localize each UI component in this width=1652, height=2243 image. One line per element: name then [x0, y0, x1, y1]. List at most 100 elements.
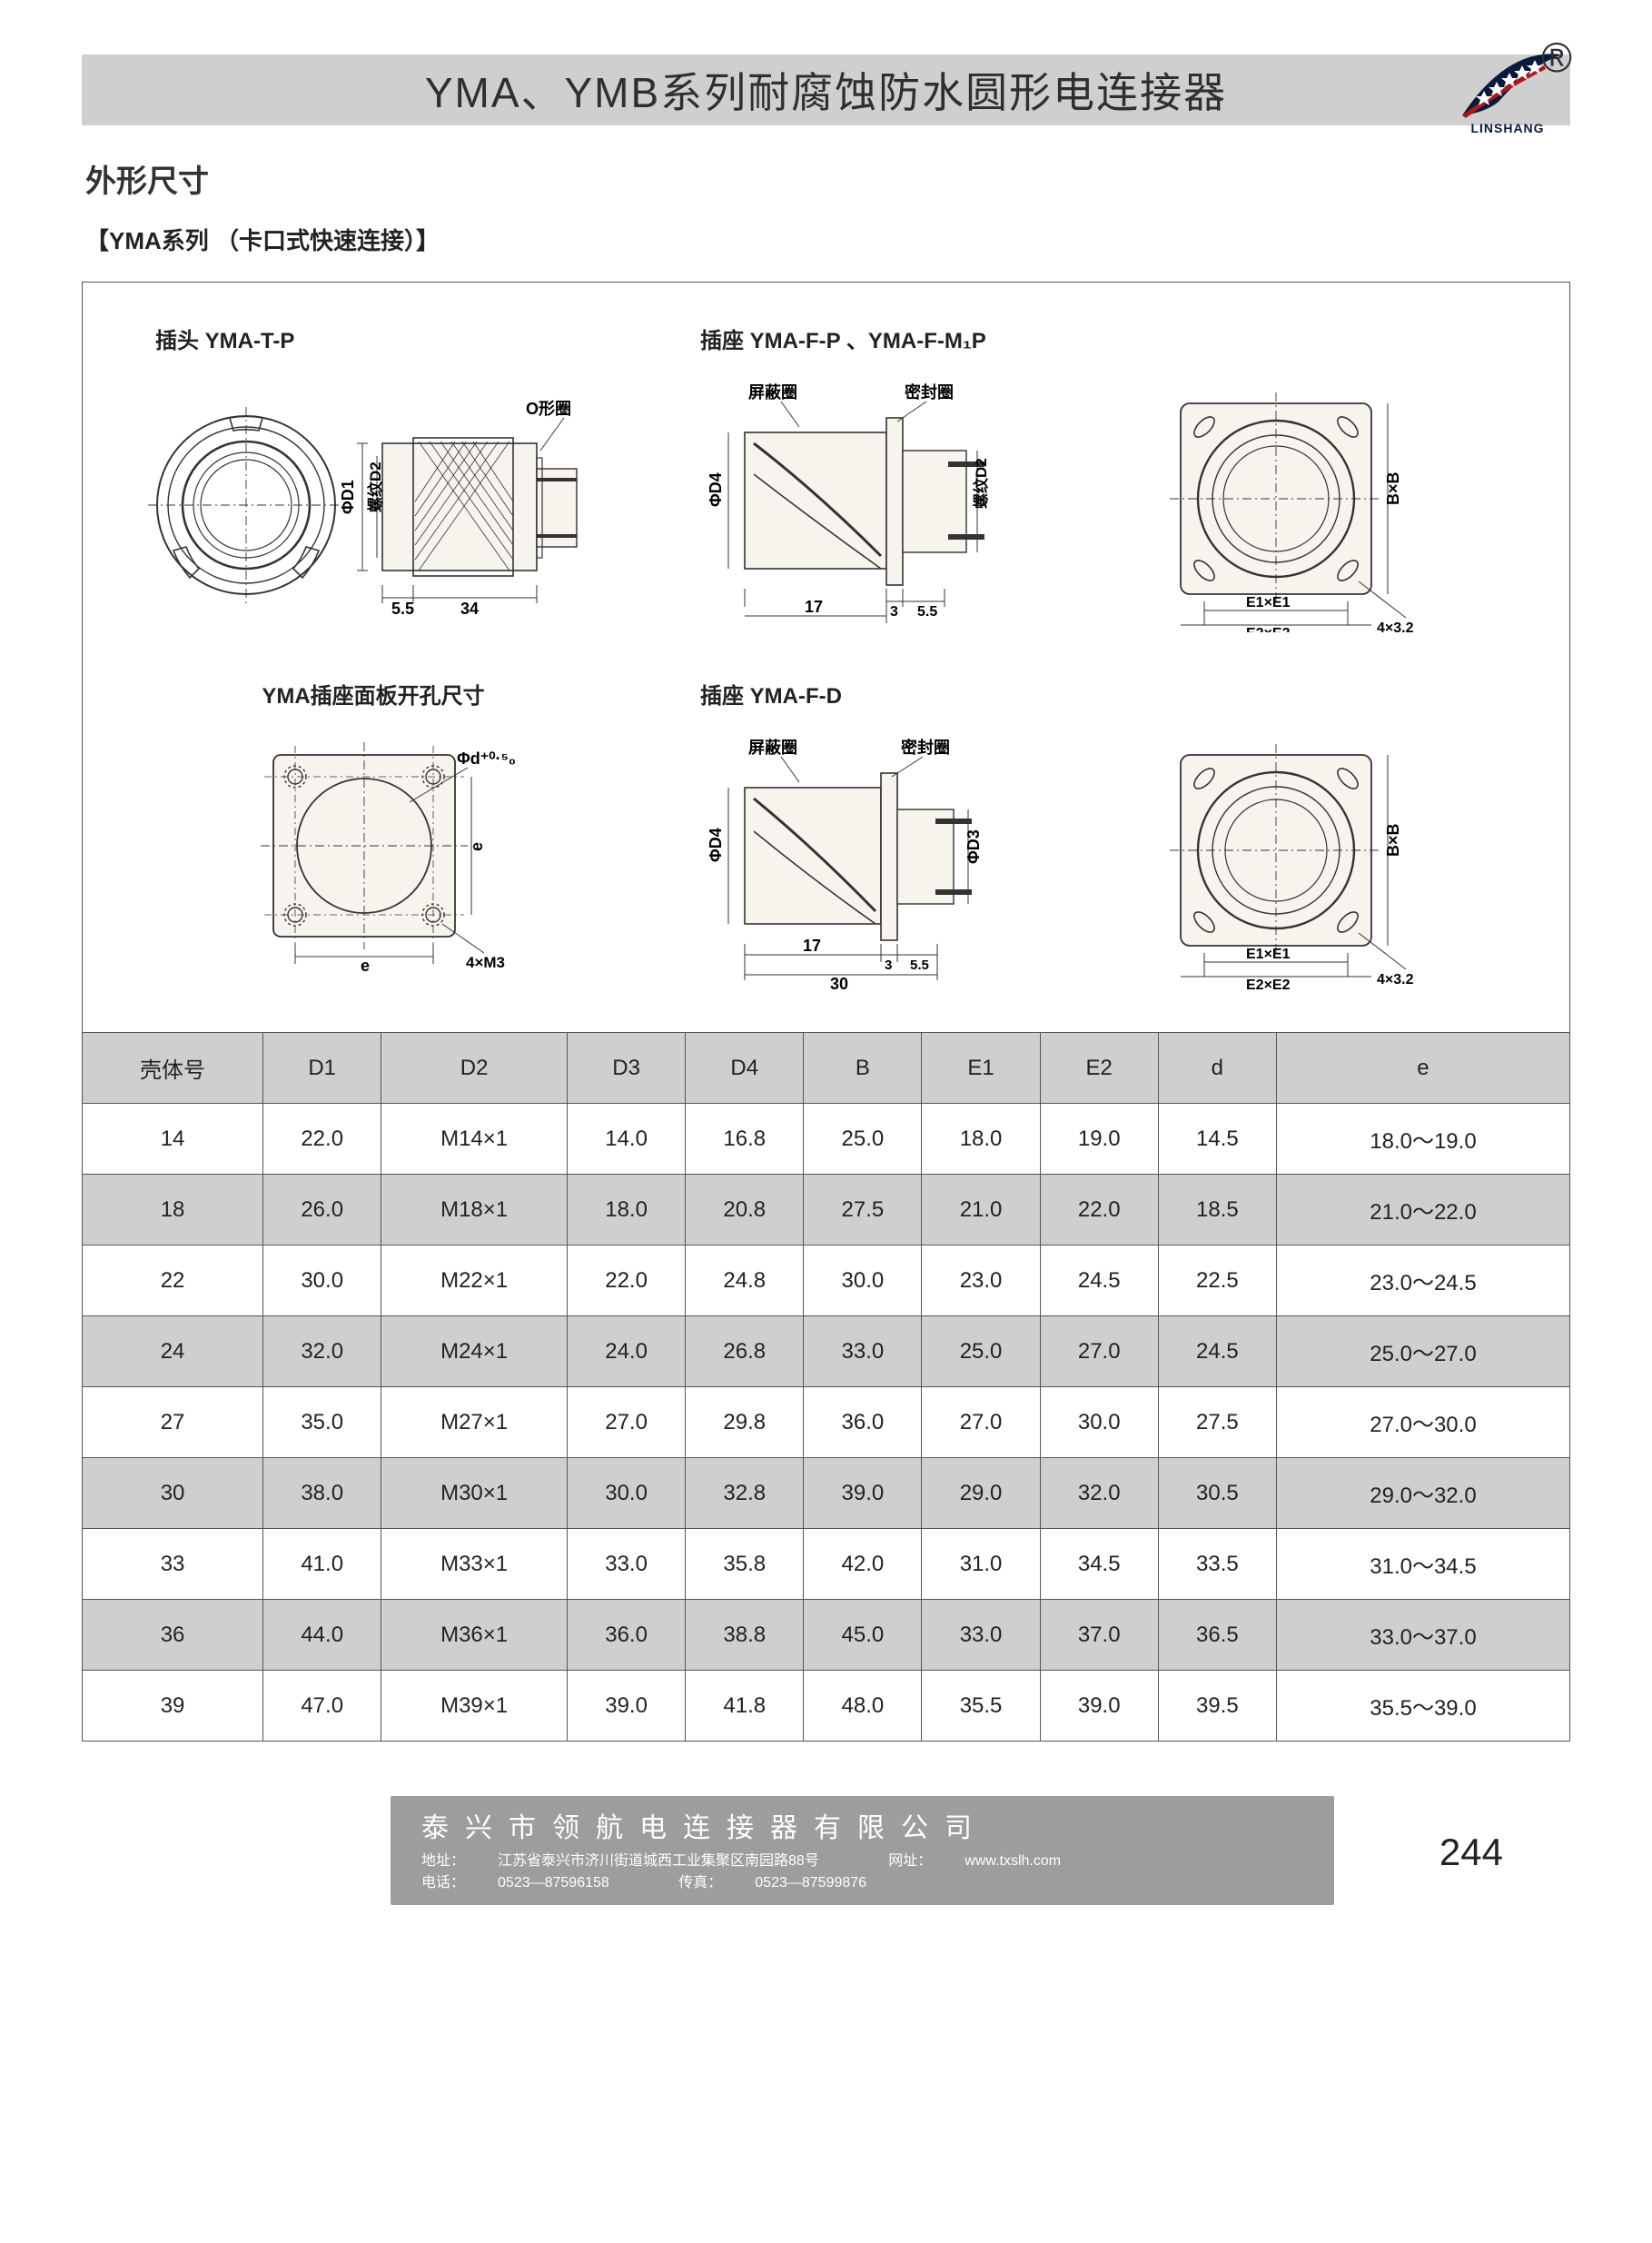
table-cell: 33.5: [1158, 1529, 1276, 1600]
table-cell: 45.0: [804, 1600, 922, 1671]
table-cell: 38.8: [686, 1600, 804, 1671]
table-cell: 48.0: [804, 1671, 922, 1742]
table-cell: 47.0: [263, 1671, 381, 1742]
table-cell: 21.0～22.0: [1276, 1175, 1569, 1246]
table-cell: 35.0: [263, 1387, 381, 1458]
table-cell: 39.0: [568, 1671, 686, 1742]
col-d3: D3: [568, 1033, 686, 1104]
table-cell: 39.0: [1040, 1671, 1158, 1742]
diagram-plug-title: 插头 YMA-T-P: [155, 323, 294, 354]
svg-text:B×B: B×B: [1384, 823, 1402, 857]
table-cell: 18.5: [1158, 1175, 1276, 1246]
table-cell: 25.0: [922, 1316, 1040, 1387]
col-d2: D2: [381, 1033, 568, 1104]
footer-tel-label: 电话：: [421, 1875, 465, 1891]
page-title: YMA、YMB系列耐腐蚀防水圆形电连接器: [425, 60, 1227, 120]
footer-fax: 0523—87599876: [755, 1875, 866, 1891]
table-cell: 18.0: [568, 1175, 686, 1246]
table-cell: 27.5: [1158, 1387, 1276, 1458]
table-cell: 26.8: [686, 1316, 804, 1387]
table-cell: 31.0: [922, 1529, 1040, 1600]
table-cell: 32.8: [686, 1458, 804, 1529]
footer-tel: 0523—87596158: [498, 1875, 609, 1891]
table-cell: 36.0: [804, 1387, 922, 1458]
svg-text:螺纹D2: 螺纹D2: [366, 462, 384, 512]
table-cell: 33: [83, 1529, 263, 1600]
table-cell: 31.0～34.5: [1276, 1529, 1569, 1600]
svg-text:3: 3: [890, 604, 898, 620]
table-cell: 39.5: [1158, 1671, 1276, 1742]
footer-addr: 江苏省泰兴市济川街道城西工业集聚区南园路88号: [498, 1853, 819, 1869]
col-d: d: [1158, 1033, 1276, 1104]
table-row: 1422.0M14×114.016.825.018.019.014.518.0～…: [83, 1104, 1570, 1175]
table-cell: 33.0: [568, 1529, 686, 1600]
svg-text:4×3.2: 4×3.2: [1377, 972, 1414, 988]
table-cell: 22.0: [1040, 1175, 1158, 1246]
table-cell: 44.0: [263, 1600, 381, 1671]
table-cell: 30.0: [804, 1246, 922, 1316]
table-cell: 19.0: [1040, 1104, 1158, 1175]
footer-band: 泰兴市领航电连接器有限公司 地址：江苏省泰兴市济川街道城西工业集聚区南园路88号…: [391, 1796, 1334, 1905]
table-cell: 33.0～37.0: [1276, 1600, 1569, 1671]
table-cell: 26.0: [263, 1175, 381, 1246]
col-e1: E1: [922, 1033, 1040, 1104]
table-cell: 24.5: [1158, 1316, 1276, 1387]
table-cell: 35.5: [922, 1671, 1040, 1742]
svg-text:e: e: [361, 957, 370, 975]
table-cell: 27.0: [922, 1387, 1040, 1458]
table-row: 3038.0M30×130.032.839.029.032.030.529.0～…: [83, 1458, 1570, 1529]
table-cell: 29.8: [686, 1387, 804, 1458]
page-number: 244: [1439, 1831, 1503, 1874]
svg-text:密封圈: 密封圈: [905, 382, 954, 402]
svg-text:屏蔽圈: 屏蔽圈: [748, 739, 797, 757]
table-cell: 27.0: [1040, 1316, 1158, 1387]
table-cell: 21.0: [922, 1175, 1040, 1246]
table-cell: 16.8: [686, 1104, 804, 1175]
table-cell: 33.0: [804, 1316, 922, 1387]
table-cell: 29.0～32.0: [1276, 1458, 1569, 1529]
table-cell: 30.0: [568, 1458, 686, 1529]
footer-fax-label: 传真：: [678, 1875, 722, 1891]
table-cell: M22×1: [381, 1246, 568, 1316]
table-cell: 39.0: [804, 1458, 922, 1529]
footer-line-2: 电话： 0523—87596158 传真： 0523—87599876: [421, 1872, 1303, 1894]
table-row: 1826.0M18×118.020.827.521.022.018.521.0～…: [83, 1175, 1570, 1246]
table-cell: 22.5: [1158, 1246, 1276, 1316]
table-cell: 14.5: [1158, 1104, 1276, 1175]
table-cell: 24: [83, 1316, 263, 1387]
svg-text:30: 30: [830, 975, 848, 993]
svg-text:O形圈: O形圈: [526, 400, 571, 418]
svg-text:5.5: 5.5: [917, 604, 937, 620]
page-footer: 泰兴市领航电连接器有限公司 地址：江苏省泰兴市济川街道城西工业集聚区南园路88号…: [82, 1796, 1570, 1905]
diagram-plug: 插头 YMA-T-P: [119, 323, 628, 632]
table-row: 3947.0M39×139.041.848.035.539.039.535.5～…: [83, 1671, 1570, 1742]
svg-text:ΦD1: ΦD1: [339, 480, 357, 514]
svg-text:4×M3: 4×M3: [466, 954, 505, 971]
table-row: 2735.0M27×127.029.836.027.030.027.527.0～…: [83, 1387, 1570, 1458]
table-cell: 36.5: [1158, 1600, 1276, 1671]
diagram-receptacle-fp: 插座 YMA-F-P 、YMA-F-M₁P: [664, 323, 1533, 632]
table-row: 2432.0M24×124.026.833.025.027.024.525.0～…: [83, 1316, 1570, 1387]
svg-text:3: 3: [885, 958, 892, 973]
table-cell: 29.0: [922, 1458, 1040, 1529]
svg-text:5.5: 5.5: [910, 958, 929, 973]
svg-text:17: 17: [805, 598, 823, 616]
table-cell: 27.0～30.0: [1276, 1387, 1569, 1458]
svg-text:E1×E1: E1×E1: [1246, 947, 1291, 962]
table-cell: 18.0: [922, 1104, 1040, 1175]
table-cell: 27.5: [804, 1175, 922, 1246]
table-cell: 39: [83, 1671, 263, 1742]
table-cell: 18: [83, 1175, 263, 1246]
table-cell: 32.0: [1040, 1458, 1158, 1529]
table-cell: 23.0: [922, 1246, 1040, 1316]
table-cell: 42.0: [804, 1529, 922, 1600]
footer-addr-label: 地址：: [421, 1853, 465, 1869]
series-subheading: 【YMA系列 （卡口式快速连接）】: [85, 223, 1570, 256]
col-b: B: [804, 1033, 922, 1104]
svg-text:LINSHANG: LINSHANG: [1470, 121, 1544, 135]
table-cell: 18.0～19.0: [1276, 1104, 1569, 1175]
table-cell: 23.0～24.5: [1276, 1246, 1569, 1316]
table-cell: 34.5: [1040, 1529, 1158, 1600]
svg-text:ΦD3: ΦD3: [964, 829, 983, 864]
title-band: YMA、YMB系列耐腐蚀防水圆形电连接器 ® LINSHANG: [82, 55, 1570, 125]
